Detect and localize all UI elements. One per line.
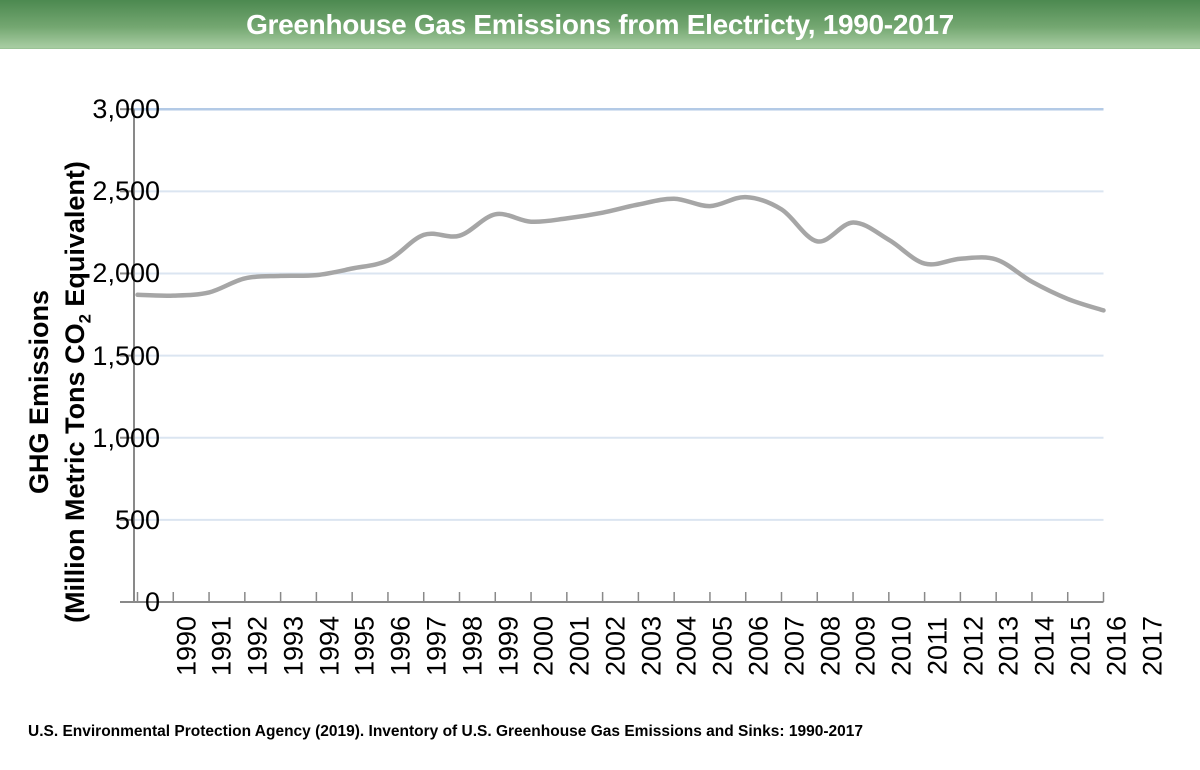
x-axis-tick-label: 2010 [886,615,917,677]
x-axis-tick-label: 1993 [278,615,309,677]
y-axis-tick-label: 500 [114,504,160,535]
x-axis-tick-label: 2002 [600,615,631,677]
x-axis-tick-label: 1996 [385,615,416,677]
chart-area: GHG Emissions (Million Metric Tons CO2 E… [0,49,1200,720]
x-axis-tick-label: 2016 [1101,615,1132,677]
x-axis-tick-label: 2004 [671,615,702,677]
y-axis-tick-label: 0 [144,587,160,617]
title-bar: Greenhouse Gas Emissions from Electricty… [0,0,1200,49]
ghg-emissions-line-series [135,194,1106,313]
x-axis-tick-label: 2001 [564,615,595,677]
source-citation: U.S. Environmental Protection Agency (20… [28,723,863,740]
y-axis-tick-label: 1,500 [92,340,160,371]
y-axis-tick-label: 1,000 [92,422,160,453]
x-axis-tick-label: 2012 [958,615,989,677]
x-axis-tick-label: 2003 [636,615,667,677]
y-axis-tick-label: 3,000 [92,94,160,125]
x-axis-tick-label: 1999 [493,615,523,677]
x-axis-tick-label: 1992 [242,615,273,677]
x-axis-tick-label: 1998 [457,615,488,677]
x-axis-tick-label: 2017 [1137,615,1167,677]
x-axis-tick-label: 2015 [1065,615,1096,677]
line-chart-plot [120,107,1106,603]
x-axis-tick-label: 2000 [528,615,559,677]
x-axis-tick-label: 2014 [1029,615,1060,677]
x-axis-tick-label: 2013 [993,615,1024,677]
x-axis-tick-label: 2007 [779,615,810,677]
x-axis-tick-label: 1997 [421,615,452,677]
x-axis-tick-label: 2005 [707,615,738,677]
x-axis-tick-label: 2011 [922,616,953,676]
x-axis-tick-label: 2009 [850,615,881,677]
x-axis-tick-label: 1991 [206,615,237,677]
x-axis-tick-label: 1994 [314,615,345,677]
x-axis-tick-label: 2008 [815,615,845,677]
x-axis-tick-label: 1990 [171,615,201,677]
x-axis-tick-label: 2006 [743,615,774,677]
x-axis-tick-label: 1995 [349,615,380,677]
co2-subscript: 2 [75,314,95,324]
y-axis-tick-label: 2,500 [92,176,160,207]
chart-title: Greenhouse Gas Emissions from Electricty… [246,8,954,40]
y-axis-tick-label: 2,000 [92,258,160,289]
